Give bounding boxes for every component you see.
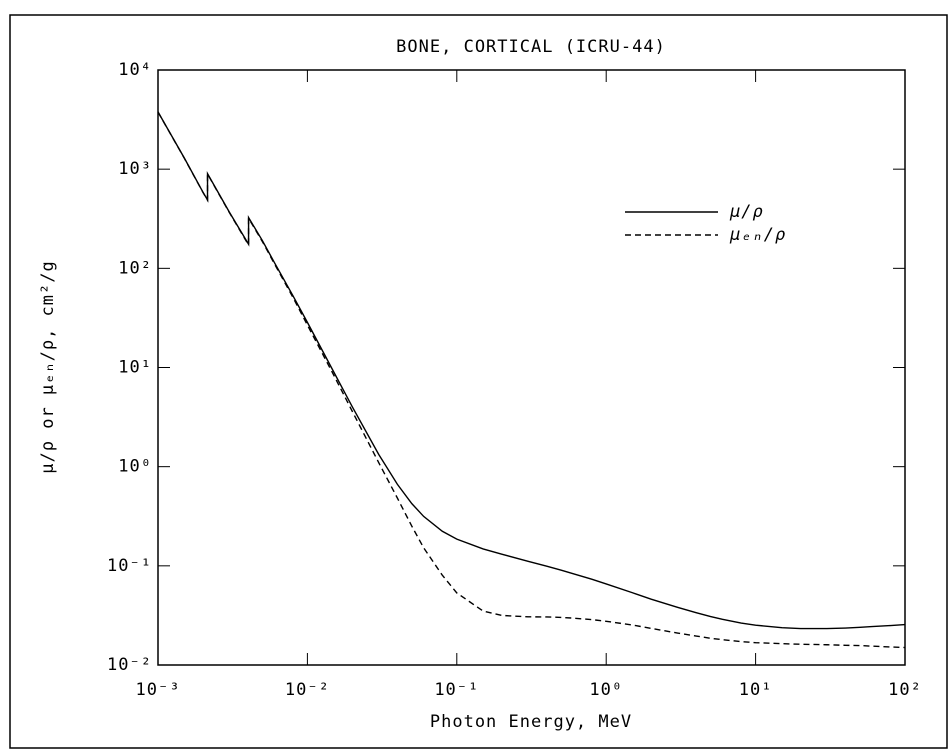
y-tick-label: 10⁴ [118, 60, 152, 80]
y-tick-label: 10⁰ [118, 457, 152, 477]
legend-label: μ/ρ [729, 202, 764, 222]
y-tick-label: 10³ [118, 159, 152, 179]
x-tick-label: 10² [888, 680, 922, 700]
y-axis-title: μ/ρ or μₑₙ/ρ, cm²/g [38, 260, 58, 473]
x-tick-label: 10¹ [739, 680, 773, 700]
data-line [157, 111, 906, 649]
chart-title: BONE, CORTICAL (ICRU-44) [396, 37, 666, 57]
data-line [157, 111, 906, 630]
y-tick-label: 10² [118, 258, 152, 278]
frame [9, 14, 948, 749]
x-axis-title: Photon Energy, MeV [430, 712, 632, 732]
x-tick-label: 10⁻¹ [434, 680, 479, 700]
x-tick-label: 10⁻³ [136, 680, 181, 700]
x-tick-label: 10⁰ [589, 680, 623, 700]
y-tick-label: 10¹ [118, 358, 152, 378]
legend-label: μₑₙ/ρ [729, 225, 786, 245]
y-tick-label: 10⁻² [107, 655, 152, 675]
y-tick-label: 10⁻¹ [107, 556, 152, 576]
x-tick-label: 10⁻² [285, 680, 330, 700]
